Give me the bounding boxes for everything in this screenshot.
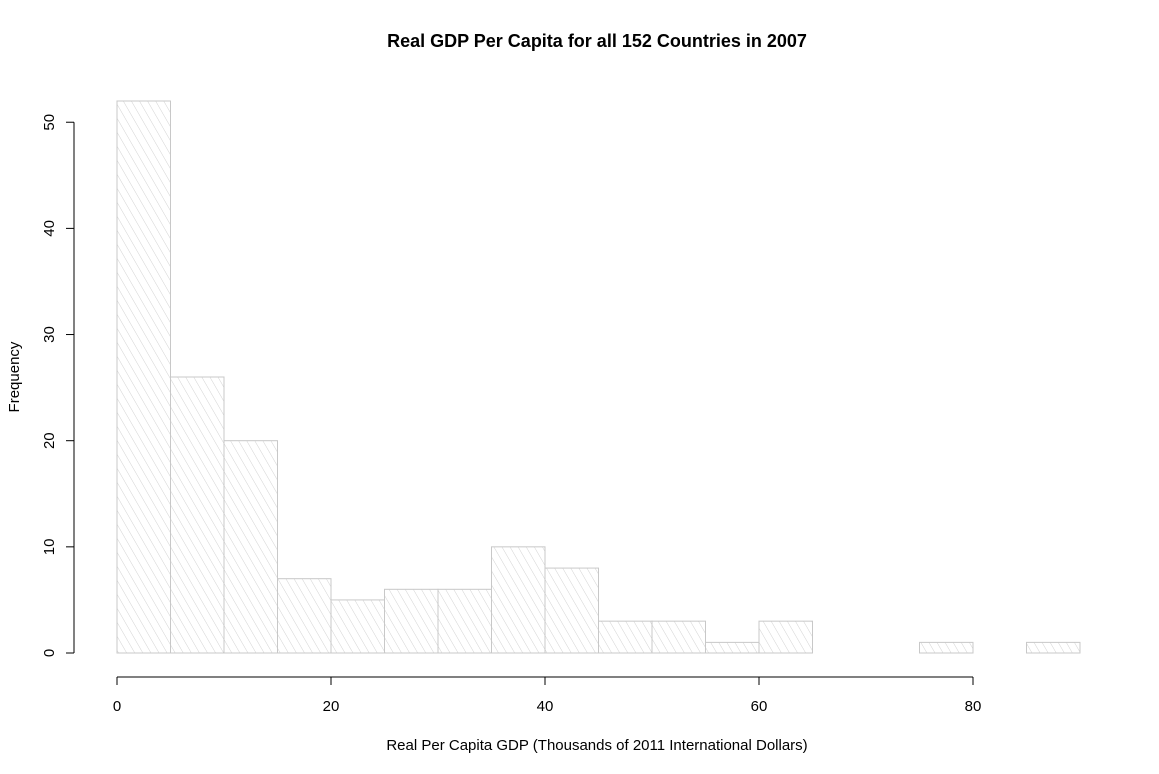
histogram-bar	[491, 546, 546, 654]
y-tick-label: 20	[41, 432, 58, 449]
y-tick-label: 10	[41, 539, 58, 556]
y-tick-label: 30	[41, 326, 58, 343]
histogram-bar	[223, 440, 278, 654]
histogram-bar	[705, 641, 760, 654]
x-tick-label: 80	[965, 698, 982, 715]
histogram-bar	[384, 588, 439, 654]
y-tick-label: 40	[41, 220, 58, 237]
chart-title: Real GDP Per Capita for all 152 Countrie…	[387, 31, 807, 51]
y-axis: 0 10 20 30 40 50	[41, 114, 75, 657]
x-axis-label: Real Per Capita GDP (Thousands of 2011 I…	[386, 737, 807, 754]
histogram-bar	[544, 567, 599, 654]
y-tick-label: 50	[41, 114, 58, 131]
histogram-bar	[598, 620, 653, 654]
histogram-bar	[116, 100, 171, 654]
y-axis-label: Frequency	[6, 341, 23, 412]
x-axis: 0 20 40 60 80	[113, 676, 982, 715]
histogram-bar	[919, 641, 974, 654]
histogram-bar	[277, 578, 332, 654]
histogram-bar	[437, 588, 492, 654]
histogram-bar	[1026, 641, 1081, 654]
bars-group	[116, 100, 1081, 654]
histogram-bar	[330, 599, 385, 654]
x-tick-label: 20	[323, 698, 340, 715]
histogram-bar	[170, 376, 225, 654]
x-tick-label: 60	[751, 698, 768, 715]
y-tick-label: 0	[41, 649, 58, 657]
histogram-bar	[758, 620, 813, 654]
x-tick-label: 40	[537, 698, 554, 715]
x-tick-label: 0	[113, 698, 121, 715]
histogram-bar	[651, 620, 706, 654]
